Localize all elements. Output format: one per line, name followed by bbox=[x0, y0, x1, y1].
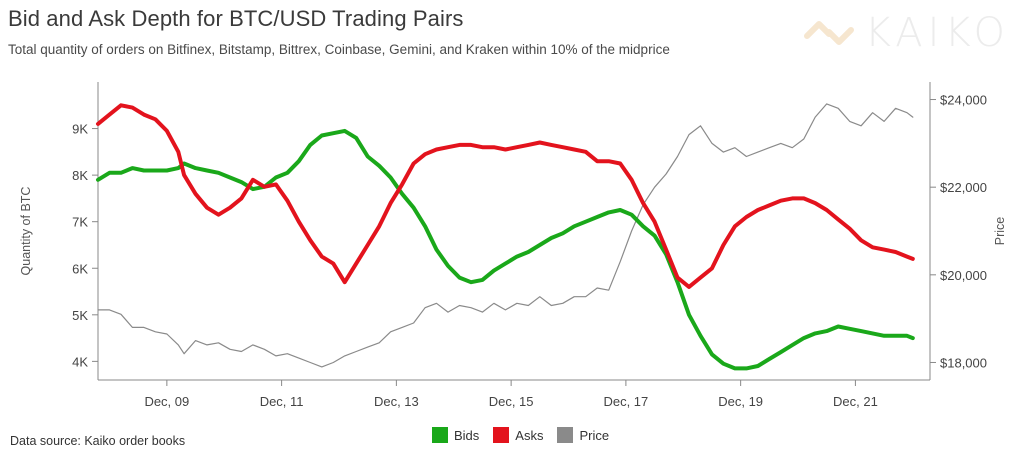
series-line-price bbox=[97, 103, 914, 368]
legend-item-price: Price bbox=[557, 427, 609, 443]
legend-label: Price bbox=[579, 427, 610, 443]
y-left-tick-label: 4K bbox=[72, 354, 88, 369]
kaiko-logo-text: KAIKO bbox=[864, 10, 1010, 56]
x-tick-label: Dec, 21 bbox=[833, 394, 878, 409]
kaiko-logo-icon bbox=[803, 21, 854, 45]
y-right-axis-title: Price bbox=[993, 217, 1007, 246]
y-left-tick-label: 5K bbox=[72, 308, 88, 323]
y-right-tick-label: $20,000 bbox=[940, 268, 987, 283]
series-line-asks bbox=[96, 103, 915, 289]
chart-title: Bid and Ask Depth for BTC/USD Trading Pa… bbox=[8, 6, 464, 31]
x-tick-label: Dec, 13 bbox=[374, 394, 419, 409]
x-tick-label: Dec, 11 bbox=[260, 394, 304, 409]
x-tick-label: Dec, 09 bbox=[144, 394, 189, 409]
series-line-bids bbox=[96, 128, 915, 371]
y-left-tick-label: 8K bbox=[72, 168, 88, 183]
y-right-tick-label: $24,000 bbox=[940, 93, 987, 108]
y-right-tick-label: $18,000 bbox=[940, 355, 987, 370]
x-tick-label: Dec, 15 bbox=[489, 394, 534, 409]
x-tick-label: Dec, 19 bbox=[718, 394, 763, 409]
legend-swatch bbox=[432, 427, 448, 443]
legend-swatch bbox=[493, 427, 510, 443]
legend-swatch bbox=[557, 427, 574, 443]
chart-subtitle: Total quantity of orders on Bitfinex, Bi… bbox=[8, 42, 670, 57]
legend-label: Bids bbox=[454, 427, 480, 443]
legend-item-bids: Bids bbox=[432, 427, 479, 443]
y-left-axis-title: Quantity of BTC bbox=[19, 187, 33, 276]
legend-item-asks: Asks bbox=[493, 427, 543, 443]
y-left-tick-label: 9K bbox=[72, 122, 88, 137]
data-source-note: Data source: Kaiko order books bbox=[10, 434, 186, 448]
chart-legend: Bids Asks Price bbox=[432, 427, 609, 443]
legend-label: Asks bbox=[515, 427, 544, 443]
x-tick-label: Dec, 17 bbox=[603, 394, 648, 409]
y-left-tick-label: 6K bbox=[72, 261, 88, 276]
y-right-tick-label: $22,000 bbox=[940, 180, 987, 195]
y-left-tick-label: 7K bbox=[72, 215, 88, 230]
kaiko-logo: KAIKO bbox=[801, 10, 1010, 56]
